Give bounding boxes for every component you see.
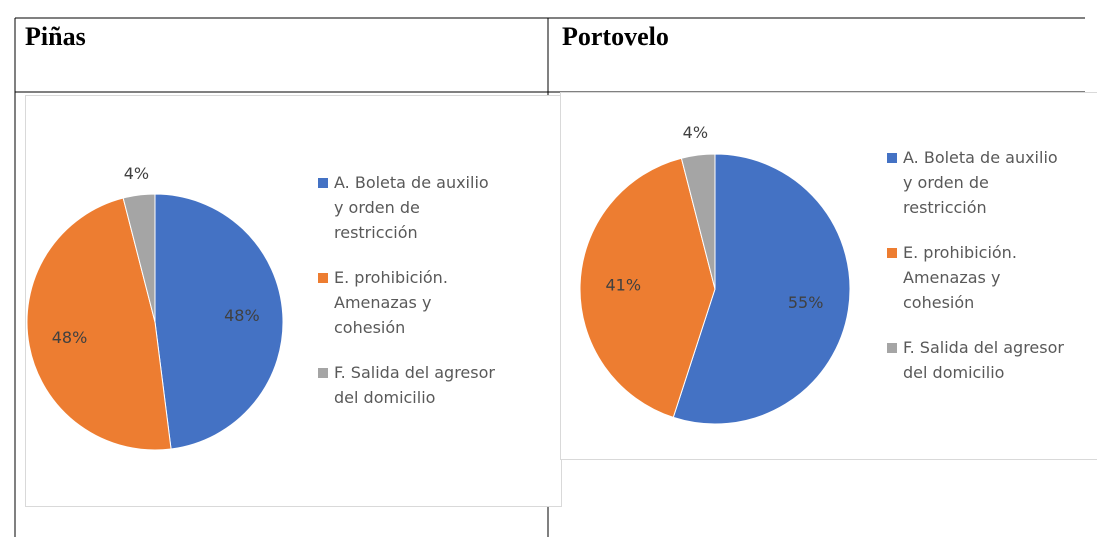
legend-label: F. Salida del agresor del domicilio (903, 338, 1064, 382)
data-label: 4% (124, 164, 149, 183)
legend-swatch (887, 153, 897, 163)
legend-label: A. Boleta de auxilio y orden de restricc… (334, 173, 489, 242)
legend-swatch (318, 178, 328, 188)
legend: A. Boleta de auxilio y orden de restricc… (887, 145, 1072, 405)
data-label: 41% (605, 276, 641, 295)
legend-swatch (318, 368, 328, 378)
pie-slice (26, 197, 172, 451)
legend-swatch (887, 343, 897, 353)
column-header: Portovelo (562, 22, 669, 51)
legend-swatch (887, 248, 897, 258)
legend-item: F. Salida del agresor del domicilio (318, 360, 503, 410)
legend-item: E. prohibición. Amenazas y cohesión (887, 240, 1072, 315)
legend-swatch (318, 273, 328, 283)
legend-item: A. Boleta de auxilio y orden de restricc… (318, 170, 503, 245)
pie-slice (672, 153, 851, 425)
legend-label: F. Salida del agresor del domicilio (334, 363, 495, 407)
legend: A. Boleta de auxilio y orden de restricc… (318, 170, 503, 430)
pie-slice (154, 193, 284, 450)
pie-slice (122, 193, 156, 323)
pie-slice (579, 157, 716, 419)
data-label: 48% (52, 328, 88, 347)
pie-slice (680, 153, 716, 290)
data-label: 48% (224, 306, 260, 325)
legend-label: A. Boleta de auxilio y orden de restricc… (903, 148, 1058, 217)
legend-label: E. prohibición. Amenazas y cohesión (903, 243, 1017, 312)
legend-item: E. prohibición. Amenazas y cohesión (318, 265, 503, 340)
data-label: 55% (788, 293, 824, 312)
legend-item: F. Salida del agresor del domicilio (887, 335, 1072, 385)
column-header: Piñas (25, 22, 86, 51)
legend-label: E. prohibición. Amenazas y cohesión (334, 268, 448, 337)
data-label: 4% (683, 123, 708, 142)
legend-item: A. Boleta de auxilio y orden de restricc… (887, 145, 1072, 220)
